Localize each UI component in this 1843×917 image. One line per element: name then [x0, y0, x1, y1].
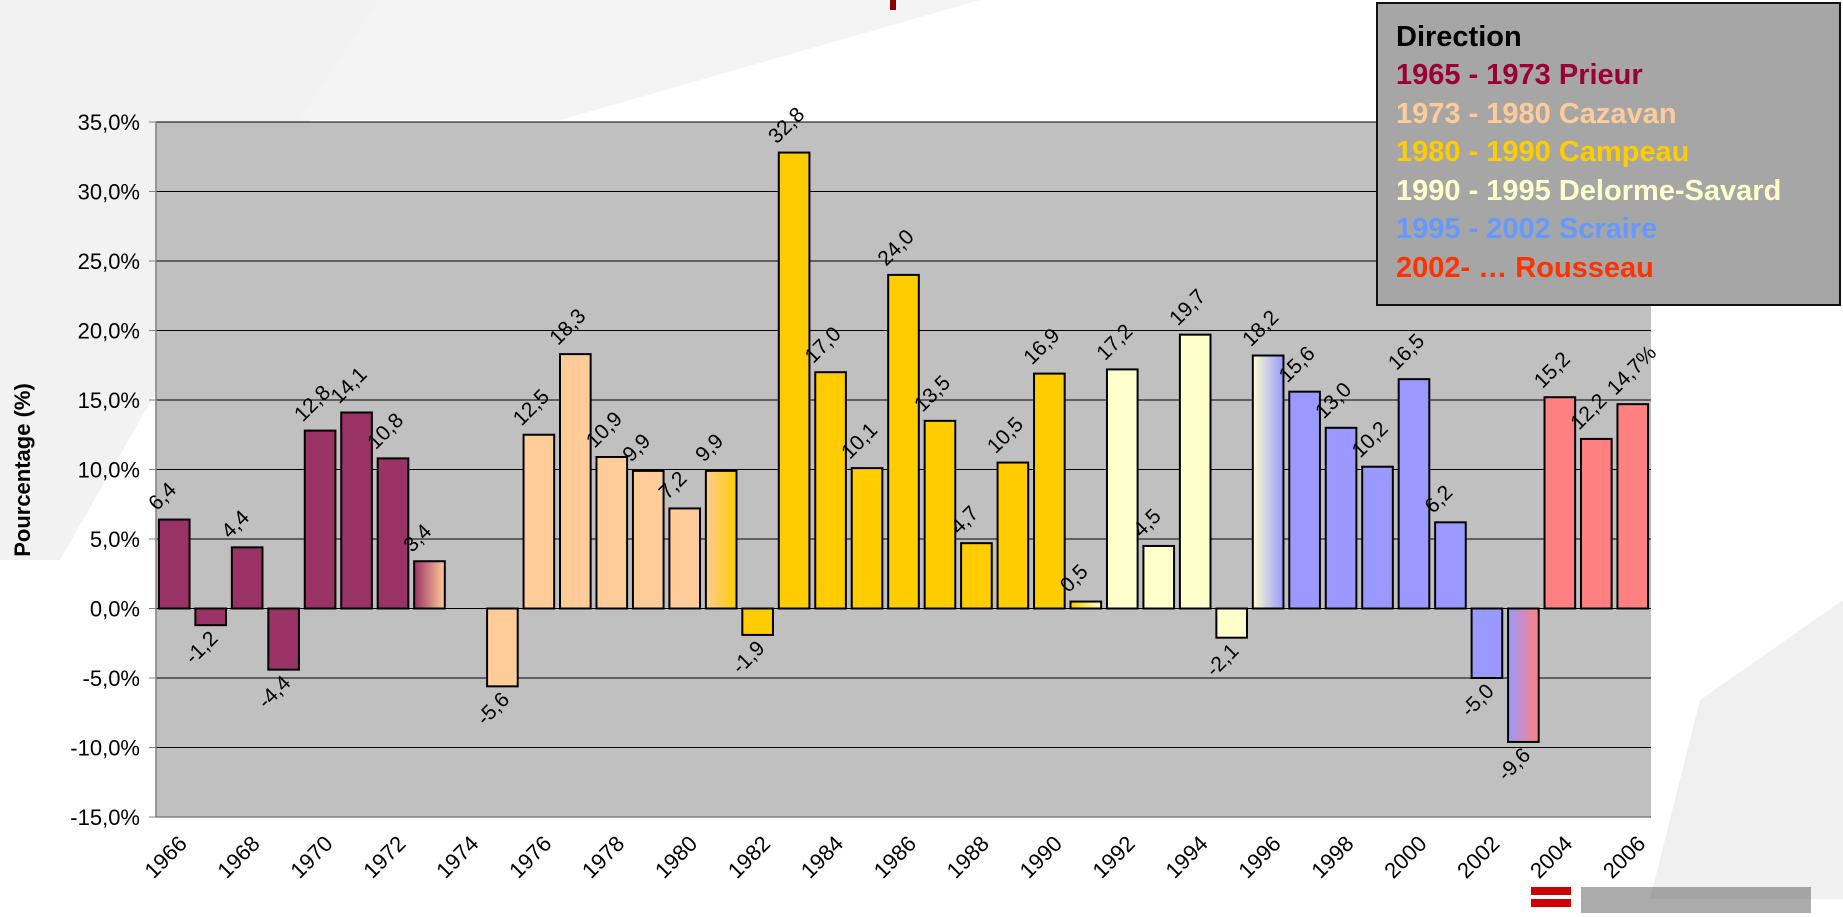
bar-1979 — [631, 469, 665, 610]
legend: Direction 1965 - 1973 Prieur 1973 - 1980… — [1376, 2, 1841, 306]
x-tick-label: 2002 — [1452, 831, 1504, 883]
legend-title: Direction — [1396, 21, 1522, 53]
x-tick-label: 1982 — [723, 831, 775, 883]
x-tick-label: 1978 — [577, 831, 629, 883]
y-axis-ticks: 35,0% 30,0% 25,0% 20,0% 15,0% 10,0% 5,0% 0,0% -5… — [70, 110, 156, 830]
logo-icon — [1531, 887, 1811, 913]
bar-1981 — [704, 469, 738, 610]
bar-1975 — [486, 607, 519, 688]
y-tick-label: 5,0% — [90, 527, 140, 552]
x-tick-label: 1990 — [1015, 831, 1067, 883]
bar-1980 — [668, 507, 702, 610]
y-tick-label: 0,0% — [90, 597, 140, 622]
bar-1977 — [559, 353, 592, 610]
bar-1990 — [1033, 372, 1066, 610]
bar-1995 — [1215, 607, 1248, 639]
x-tick-label: 1974 — [431, 831, 483, 883]
y-tick-label: -10,0% — [70, 736, 140, 761]
bar-1985 — [850, 467, 884, 610]
x-axis-ticks: 1966 1968 1970 1972 1974 1976 1978 1980 1982 1984… — [139, 831, 1650, 883]
bar-1966 — [157, 518, 191, 610]
x-tick-label: 1998 — [1306, 831, 1358, 883]
bar-1991 — [1069, 600, 1103, 610]
bar-1999 — [1361, 465, 1394, 610]
y-tick-label: 25,0% — [78, 249, 140, 274]
legend-item-prieur: 1965 - 1973 Prieur — [1396, 59, 1643, 91]
bar-2006 — [1616, 403, 1650, 610]
bar-1971 — [340, 411, 373, 610]
bar-1970 — [303, 429, 337, 610]
y-tick-label: -15,0% — [70, 805, 140, 830]
y-axis-label: Pourcentage (%) — [10, 383, 35, 557]
legend-item-rousseau: 2002- … Rousseau — [1396, 251, 1654, 284]
bar-2005 — [1579, 437, 1613, 610]
y-tick-label: 10,0% — [78, 458, 140, 483]
bar-2000 — [1397, 378, 1431, 610]
bar-1986 — [887, 273, 920, 610]
bar-1976 — [522, 433, 556, 610]
bar-1992 — [1105, 368, 1139, 610]
bar-1982 — [741, 607, 774, 636]
bar-1996 — [1251, 354, 1285, 610]
x-tick-label: 1968 — [212, 831, 264, 883]
legend-item-cazavan: 1973 - 1980 Cazavan — [1396, 97, 1677, 130]
bar-1997 — [1288, 390, 1321, 610]
y-tick-label: 35,0% — [78, 110, 140, 135]
x-tick-label: 1996 — [1233, 831, 1285, 883]
bar-1969 — [267, 607, 300, 671]
bar-2001 — [1434, 521, 1467, 610]
x-tick-label: 1992 — [1088, 831, 1140, 883]
bar-1988 — [960, 542, 993, 610]
bar-1983 — [777, 151, 811, 610]
bar-2002 — [1470, 607, 1504, 679]
bar-1993 — [1142, 544, 1176, 610]
x-tick-label: 1994 — [1160, 831, 1212, 883]
x-tick-label: 2000 — [1379, 831, 1431, 883]
bar-1972 — [376, 457, 410, 610]
y-tick-label: 15,0% — [78, 388, 140, 413]
bar-2004 — [1543, 396, 1577, 610]
legend-item-scraire: 1995 - 2002 Scraire — [1396, 213, 1658, 245]
bar-1967 — [194, 607, 228, 627]
x-tick-label: 1972 — [358, 831, 410, 883]
x-tick-label: 1970 — [285, 831, 337, 883]
x-tick-label: 1984 — [796, 831, 848, 883]
bar-1989 — [996, 461, 1030, 610]
bar-1998 — [1324, 426, 1358, 610]
bar-1994 — [1178, 333, 1212, 610]
bar-2003 — [1507, 607, 1540, 743]
x-tick-label: 1980 — [650, 831, 702, 883]
x-tick-label: 1966 — [139, 831, 191, 883]
x-tick-label: 1988 — [942, 831, 994, 883]
bar-1984 — [814, 371, 847, 610]
y-tick-label: -5,0% — [83, 666, 140, 691]
bar-1968 — [230, 546, 264, 610]
legend-item-delorme-savard: 1990 - 1995 Delorme-Savard — [1396, 174, 1782, 207]
bar-1978 — [595, 455, 629, 610]
x-tick-label: 1986 — [869, 831, 921, 883]
y-tick-label: 30,0% — [78, 180, 140, 205]
legend-item-campeau: 1980 - 1990 Campeau — [1396, 136, 1690, 168]
bars — [157, 151, 1650, 743]
x-tick-label: 1976 — [504, 831, 556, 883]
bar-1987 — [923, 419, 957, 610]
y-tick-label: 20,0% — [78, 319, 140, 344]
bar-1973 — [413, 560, 446, 610]
